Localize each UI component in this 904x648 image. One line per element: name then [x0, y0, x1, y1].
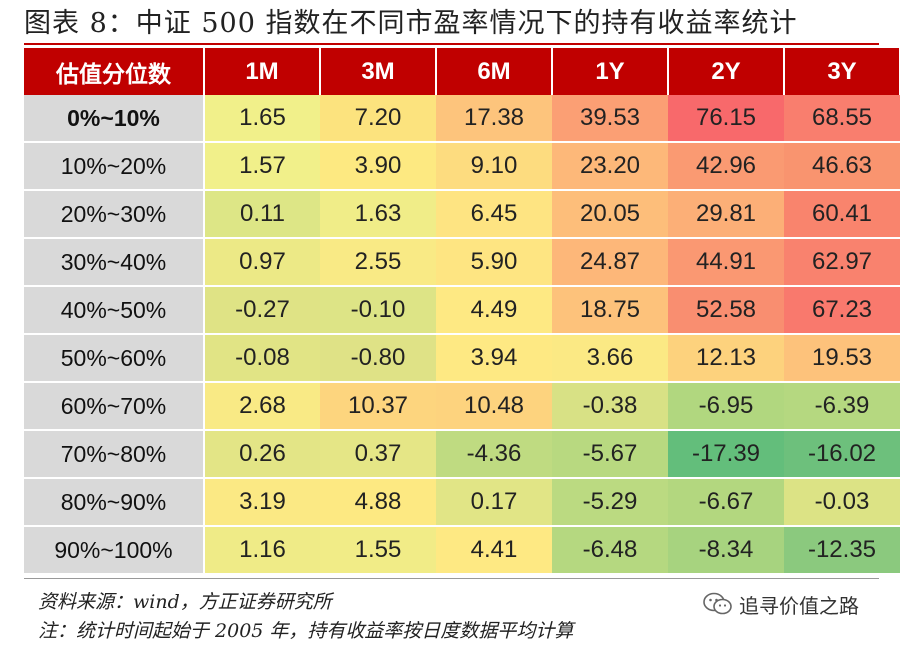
- row-label: 30%~40%: [24, 238, 205, 287]
- cell-3y: 67.23: [784, 286, 900, 335]
- table-row: 40%~50% -0.27 -0.10 4.49 18.75 52.58 67.23: [24, 286, 900, 335]
- cell-1m: 1.65: [204, 95, 320, 143]
- cell-2y: 42.96: [668, 142, 784, 191]
- header-1m: 1M: [204, 48, 321, 95]
- cell-1y: 39.53: [552, 95, 668, 143]
- cell-3m: 3.90: [320, 142, 436, 191]
- table-row: 20%~30% 0.11 1.63 6.45 20.05 29.81 60.41: [24, 190, 900, 239]
- cell-1m: 0.26: [204, 430, 320, 479]
- cell-6m: 6.45: [436, 190, 552, 239]
- cell-2y: 76.15: [668, 95, 784, 143]
- cell-3y: 62.97: [784, 238, 900, 287]
- cell-1m: -0.27: [204, 286, 320, 335]
- cell-1y: 20.05: [552, 190, 668, 239]
- cell-3y: 68.55: [784, 95, 900, 143]
- cell-3y: -6.39: [784, 382, 900, 431]
- cell-6m: 5.90: [436, 238, 552, 287]
- header-corner: 估值分位数: [24, 48, 205, 95]
- cell-1m: 1.16: [204, 526, 320, 575]
- cell-1y: -6.48: [552, 526, 668, 575]
- row-label: 0%~10%: [24, 95, 205, 143]
- cell-2y: 12.13: [668, 334, 784, 383]
- cell-3y: 19.53: [784, 334, 900, 383]
- row-label: 70%~80%: [24, 430, 205, 479]
- brand-text: 追寻价值之路: [739, 593, 859, 618]
- cell-3m: 2.55: [320, 238, 436, 287]
- cell-3y: 46.63: [784, 142, 900, 191]
- cell-3m: -0.80: [320, 334, 436, 383]
- cell-3m: 0.37: [320, 430, 436, 479]
- cell-2y: -6.67: [668, 478, 784, 527]
- table-row: 10%~20% 1.57 3.90 9.10 23.20 42.96 46.63: [24, 142, 900, 191]
- cell-6m: 4.41: [436, 526, 552, 575]
- header-3y: 3Y: [784, 48, 901, 95]
- cell-1m: -0.08: [204, 334, 320, 383]
- method-note: 注：统计时间起始于 2005 年，持有收益率按日度数据平均计算: [38, 620, 574, 642]
- cell-6m: 4.49: [436, 286, 552, 335]
- table-row: 70%~80% 0.26 0.37 -4.36 -5.67 -17.39 -16.02: [24, 430, 900, 479]
- cell-6m: 0.17: [436, 478, 552, 527]
- table-header-row: 估值分位数 1M 3M 6M 1Y 2Y 3Y: [24, 48, 901, 95]
- row-label: 20%~30%: [24, 190, 205, 239]
- cell-6m: 3.94: [436, 334, 552, 383]
- header-2y: 2Y: [668, 48, 785, 95]
- cell-1m: 0.11: [204, 190, 320, 239]
- cell-1m: 3.19: [204, 478, 320, 527]
- row-label: 60%~70%: [24, 382, 205, 431]
- header-1y: 1Y: [552, 48, 669, 95]
- row-label: 80%~90%: [24, 478, 205, 527]
- table-row: 60%~70% 2.68 10.37 10.48 -0.38 -6.95 -6.39: [24, 382, 900, 431]
- cell-1m: 0.97: [204, 238, 320, 287]
- row-label: 40%~50%: [24, 286, 205, 335]
- holding-return-table: 估值分位数 1M 3M 6M 1Y 2Y 3Y 0%~10% 1.65 7.20 17…: [24, 48, 901, 575]
- cell-1y: -5.29: [552, 478, 668, 527]
- cell-3m: 1.55: [320, 526, 436, 575]
- row-label: 10%~20%: [24, 142, 205, 191]
- cell-3y: 60.41: [784, 190, 900, 239]
- cell-3m: 1.63: [320, 190, 436, 239]
- cell-6m: 10.48: [436, 382, 552, 431]
- cell-3y: -0.03: [784, 478, 900, 527]
- cell-6m: -4.36: [436, 430, 552, 479]
- cell-1y: -5.67: [552, 430, 668, 479]
- cell-3y: -12.35: [784, 526, 900, 575]
- table-row: 80%~90% 3.19 4.88 0.17 -5.29 -6.67 -0.03: [24, 478, 900, 527]
- cell-1y: 24.87: [552, 238, 668, 287]
- header-3m: 3M: [320, 48, 437, 95]
- cell-2y: 44.91: [668, 238, 784, 287]
- cell-1m: 1.57: [204, 142, 320, 191]
- row-label: 90%~100%: [24, 526, 205, 575]
- cell-3m: 10.37: [320, 382, 436, 431]
- cell-1y: -0.38: [552, 382, 668, 431]
- cell-1y: 23.20: [552, 142, 668, 191]
- cell-2y: -6.95: [668, 382, 784, 431]
- cell-1y: 18.75: [552, 286, 668, 335]
- table-row: 0%~10% 1.65 7.20 17.38 39.53 76.15 68.55: [24, 95, 900, 143]
- cell-6m: 9.10: [436, 142, 552, 191]
- source-note: 资料来源：wind，方正证券研究所: [38, 591, 332, 613]
- header-6m: 6M: [436, 48, 553, 95]
- table-row: 30%~40% 0.97 2.55 5.90 24.87 44.91 62.97: [24, 238, 900, 287]
- cell-2y: 52.58: [668, 286, 784, 335]
- cell-1y: 3.66: [552, 334, 668, 383]
- table-row: 90%~100% 1.16 1.55 4.41 -6.48 -8.34 -12.35: [24, 526, 900, 575]
- cell-2y: -8.34: [668, 526, 784, 575]
- cell-3m: 4.88: [320, 478, 436, 527]
- wechat-icon: [703, 592, 732, 615]
- cell-3m: 7.20: [320, 95, 436, 143]
- cell-3y: -16.02: [784, 430, 900, 479]
- footer-divider: [24, 578, 879, 579]
- chart-title: 图表 8：中证 500 指数在不同市盈率情况下的持有收益率统计: [24, 8, 798, 39]
- table-row: 50%~60% -0.08 -0.80 3.94 3.66 12.13 19.53: [24, 334, 900, 383]
- cell-6m: 17.38: [436, 95, 552, 143]
- cell-2y: -17.39: [668, 430, 784, 479]
- title-divider: [24, 43, 879, 45]
- cell-2y: 29.81: [668, 190, 784, 239]
- cell-1m: 2.68: [204, 382, 320, 431]
- row-label: 50%~60%: [24, 334, 205, 383]
- cell-3m: -0.10: [320, 286, 436, 335]
- brand-watermark: 追寻价值之路: [703, 590, 859, 618]
